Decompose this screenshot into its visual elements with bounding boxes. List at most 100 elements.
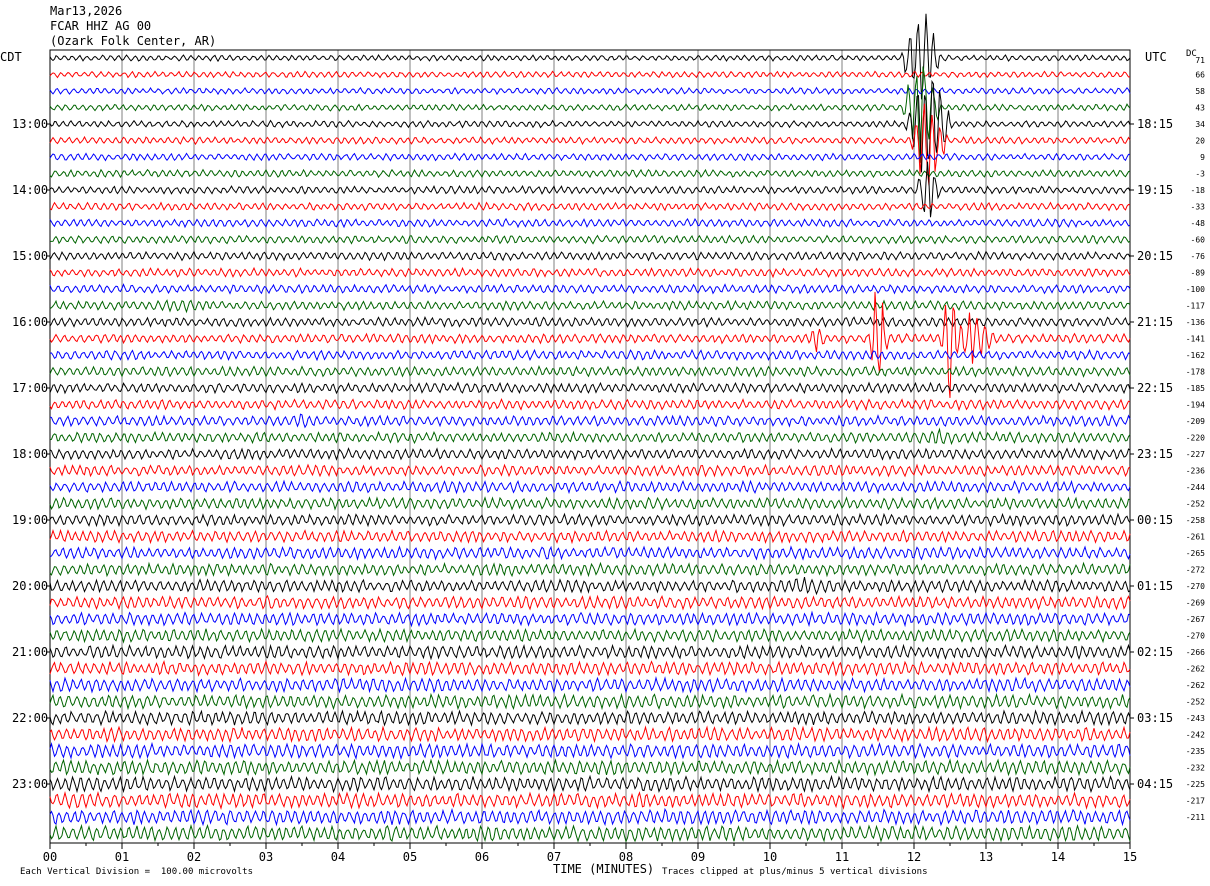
seismic-trace bbox=[49, 576, 1131, 596]
seismic-trace bbox=[49, 152, 1130, 162]
x-tick-label: 11 bbox=[835, 850, 849, 864]
footer-clip-note: Traces clipped at plus/minus 5 vertical … bbox=[662, 867, 928, 877]
x-tick-label: 05 bbox=[403, 850, 417, 864]
axis-labels: 00 01 02 03 04 05 06 07 08 09 10 11 12 13 14 15 71 66 58 43… bbox=[12, 56, 1205, 864]
left-hour-label: 19:00 bbox=[12, 513, 48, 527]
dc-offset-label: 58 bbox=[1195, 87, 1205, 96]
left-timezone-label: CDT bbox=[0, 50, 22, 64]
dc-offset-label: -242 bbox=[1186, 731, 1205, 740]
dc-offset-label: -235 bbox=[1186, 747, 1205, 756]
seismic-trace bbox=[49, 463, 1131, 478]
seismic-trace bbox=[49, 643, 1131, 661]
dc-offset-label: -244 bbox=[1186, 483, 1205, 492]
dc-offset-label: -89 bbox=[1191, 269, 1206, 278]
dc-offset-label: -227 bbox=[1186, 450, 1205, 459]
seismic-trace bbox=[49, 676, 1131, 694]
seismic-trace bbox=[49, 479, 1131, 495]
dc-offset-label: 66 bbox=[1195, 71, 1205, 80]
header-station: FCAR HHZ AG 00 bbox=[50, 19, 152, 33]
xaxis-title: TIME (MINUTES) bbox=[553, 862, 655, 876]
trace-group bbox=[49, 13, 1131, 843]
header-location: (Ozark Folk Center, AR) bbox=[50, 34, 217, 48]
plot-frame bbox=[46, 49, 1134, 849]
left-hour-label: 23:00 bbox=[12, 777, 48, 791]
seismic-trace bbox=[49, 545, 1131, 561]
seismic-trace bbox=[49, 364, 1131, 378]
dc-offset-label: -194 bbox=[1186, 401, 1205, 410]
left-hour-label: 17:00 bbox=[12, 381, 48, 395]
seismic-trace bbox=[49, 299, 1131, 314]
left-hour-label: 22:00 bbox=[12, 711, 48, 725]
dc-offset-label: -162 bbox=[1186, 351, 1205, 360]
seismic-trace bbox=[49, 512, 1131, 528]
seismic-trace bbox=[49, 561, 1131, 578]
left-hour-label: 16:00 bbox=[12, 315, 48, 329]
dc-offset-label: -60 bbox=[1191, 236, 1206, 245]
dc-offset-label: -232 bbox=[1186, 764, 1205, 773]
x-tick-label: 01 bbox=[115, 850, 129, 864]
dc-offset-label: 9 bbox=[1200, 153, 1205, 162]
seismic-trace bbox=[49, 397, 1131, 412]
right-hour-label: 03:15 bbox=[1137, 711, 1173, 725]
dc-offset-label: -178 bbox=[1186, 368, 1205, 377]
dc-offset-label: -3 bbox=[1195, 170, 1205, 179]
seismic-trace bbox=[49, 103, 1131, 186]
x-tick-label: 10 bbox=[763, 850, 777, 864]
dc-offset-label: -141 bbox=[1186, 335, 1205, 344]
dc-offset-label: -272 bbox=[1186, 566, 1205, 575]
dc-offset-label: -252 bbox=[1186, 698, 1205, 707]
seismic-trace bbox=[49, 725, 1131, 744]
dc-offset-label: -258 bbox=[1186, 516, 1205, 525]
dc-offset-label: -236 bbox=[1186, 467, 1205, 476]
seismic-trace bbox=[49, 610, 1131, 628]
dc-label: DC bbox=[1186, 49, 1197, 59]
dc-offset-label: -243 bbox=[1186, 714, 1205, 723]
seismic-trace bbox=[49, 201, 1131, 212]
seismic-trace bbox=[49, 807, 1131, 827]
seismic-trace bbox=[49, 381, 1131, 395]
dc-offset-label: 20 bbox=[1195, 137, 1205, 146]
dc-offset-label: -209 bbox=[1186, 417, 1205, 426]
dc-offset-label: -136 bbox=[1186, 318, 1205, 327]
x-tick-label: 14 bbox=[1051, 850, 1065, 864]
seismic-trace bbox=[49, 823, 1131, 843]
dc-offset-label: 43 bbox=[1195, 104, 1205, 113]
dc-offset-label: -261 bbox=[1186, 533, 1205, 542]
x-tick-label: 03 bbox=[259, 850, 273, 864]
dc-offset-label: -270 bbox=[1186, 582, 1205, 591]
x-tick-label: 02 bbox=[187, 850, 201, 864]
seismic-trace bbox=[49, 86, 1131, 96]
seismic-trace bbox=[49, 627, 1131, 644]
x-tick-label: 08 bbox=[619, 850, 633, 864]
header-date: Mar13,2026 bbox=[50, 4, 123, 18]
dc-offset-label: -270 bbox=[1186, 632, 1205, 641]
right-timezone-label: UTC bbox=[1145, 50, 1167, 64]
right-hour-label: 00:15 bbox=[1137, 513, 1173, 527]
dc-offset-label: -266 bbox=[1186, 648, 1205, 657]
seismic-trace bbox=[49, 168, 1131, 179]
seismic-trace bbox=[49, 13, 1131, 100]
seismic-trace bbox=[49, 427, 1131, 446]
seismic-trace bbox=[49, 594, 1131, 611]
seismic-trace bbox=[49, 496, 1131, 512]
right-hour-label: 21:15 bbox=[1137, 315, 1173, 329]
left-hour-label: 20:00 bbox=[12, 579, 48, 593]
dc-offset-label: -100 bbox=[1186, 285, 1205, 294]
left-hour-label: 15:00 bbox=[12, 249, 48, 263]
seismic-trace bbox=[49, 291, 1131, 398]
seismic-trace bbox=[49, 528, 1131, 545]
right-hour-label: 19:15 bbox=[1137, 183, 1173, 197]
dc-offset-label: -217 bbox=[1186, 797, 1205, 806]
dc-offset-label: -267 bbox=[1186, 615, 1205, 624]
right-hour-label: 22:15 bbox=[1137, 381, 1173, 395]
dc-offset-label: -225 bbox=[1186, 780, 1205, 789]
left-hour-label: 13:00 bbox=[12, 117, 48, 131]
seismic-trace bbox=[49, 70, 1131, 79]
seismic-trace bbox=[49, 66, 1131, 163]
dc-offset-label: -76 bbox=[1191, 252, 1206, 261]
seismic-trace bbox=[49, 413, 1131, 429]
x-tick-label: 00 bbox=[43, 850, 57, 864]
right-hour-label: 18:15 bbox=[1137, 117, 1173, 131]
x-tick-label: 06 bbox=[475, 850, 489, 864]
seismic-trace bbox=[50, 234, 1131, 245]
